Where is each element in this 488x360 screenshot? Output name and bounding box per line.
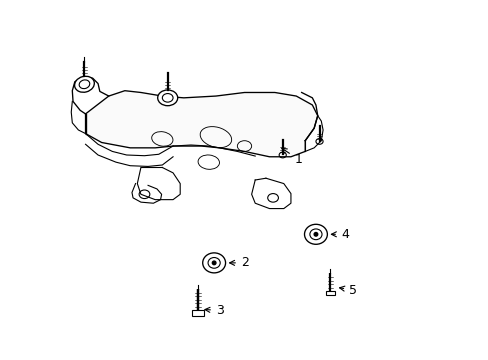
Circle shape — [212, 261, 216, 265]
Text: 1: 1 — [281, 148, 302, 166]
Ellipse shape — [157, 90, 177, 106]
Ellipse shape — [304, 224, 326, 244]
FancyBboxPatch shape — [325, 291, 334, 295]
Text: 5: 5 — [339, 284, 356, 297]
Ellipse shape — [75, 76, 94, 92]
Circle shape — [313, 233, 317, 236]
FancyBboxPatch shape — [192, 310, 203, 316]
Polygon shape — [85, 91, 317, 157]
Text: 3: 3 — [204, 304, 224, 317]
Text: 4: 4 — [331, 228, 348, 241]
Text: 2: 2 — [229, 256, 248, 269]
Ellipse shape — [203, 253, 225, 273]
